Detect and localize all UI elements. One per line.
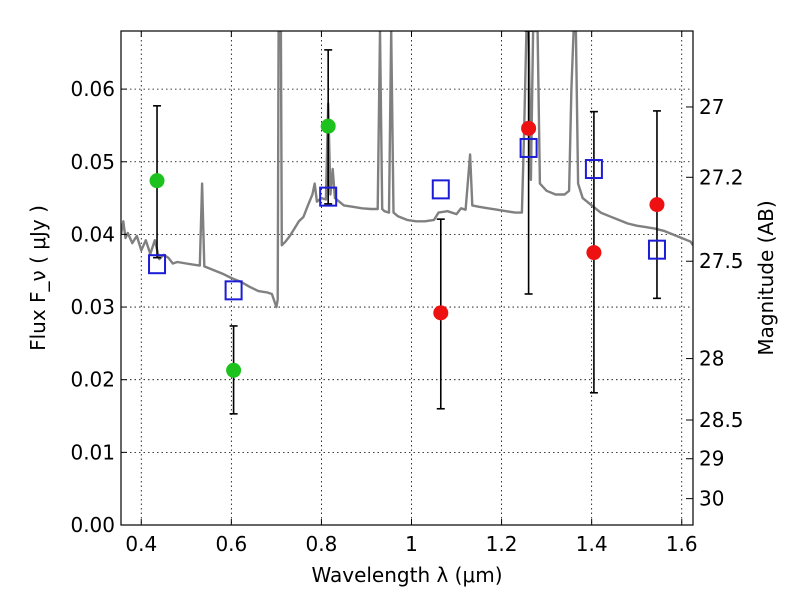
model-square-point	[319, 186, 338, 207]
red-data-point	[586, 245, 602, 261]
marker-layer	[148, 118, 666, 378]
y-tick-label: 0.04	[70, 222, 115, 246]
x-tick-label: 1.4	[576, 532, 608, 556]
x-tick-label: 0.8	[306, 532, 338, 556]
x-tick-label: 1.2	[486, 532, 518, 556]
model-square-point	[584, 159, 603, 180]
model-square-point	[519, 137, 538, 158]
grid	[121, 31, 693, 525]
y-tick-label: 0.05	[70, 150, 115, 174]
y-tick-label: 0.03	[70, 295, 115, 319]
model-square-point	[148, 254, 167, 275]
y-tick-label: 0.01	[70, 440, 115, 464]
y-tick-label: 0.00	[70, 513, 115, 537]
mag-tick-label: 30	[699, 487, 724, 511]
y-tick-label: 0.06	[70, 77, 115, 101]
red-data-point	[521, 120, 537, 136]
red-data-point	[433, 305, 449, 321]
mag-tick-label: 27	[699, 95, 724, 119]
plot-frame	[120, 30, 694, 526]
green-data-point	[320, 118, 336, 134]
error-bar-layer	[153, 31, 661, 415]
x-tick-label: 0.6	[215, 532, 247, 556]
mag-tick-label: 28	[699, 347, 724, 371]
mag-tick-label: 28.5	[699, 408, 744, 432]
mag-tick-label: 27.2	[699, 165, 744, 189]
y-axis-title: Flux F_ν ( μJy )	[26, 205, 50, 351]
mag-tick-label: 29	[699, 447, 724, 471]
x-tick-label: 1	[405, 532, 418, 556]
green-data-point	[149, 173, 165, 189]
red-data-point	[649, 197, 665, 213]
model-square-point	[224, 280, 243, 301]
y2-axis-title: Magnitude (AB)	[754, 200, 778, 355]
ticks: 0.4 0.6 0.8 1 1.2 1.4 1.6 0.00 0.01 0.02 0.03 0.04 0…	[70, 31, 744, 556]
x-tick-label: 1.6	[666, 532, 698, 556]
green-data-point	[226, 362, 242, 378]
mag-tick-label: 27.5	[699, 249, 744, 273]
spectrum-layer	[121, 31, 693, 309]
y-tick-label: 0.02	[70, 368, 115, 392]
spectrum-line	[121, 31, 693, 309]
model-square-point	[431, 179, 450, 200]
x-tick-label: 0.4	[125, 532, 157, 556]
x-axis-title: Wavelength λ (μm)	[311, 563, 502, 587]
model-square-point	[647, 239, 666, 260]
